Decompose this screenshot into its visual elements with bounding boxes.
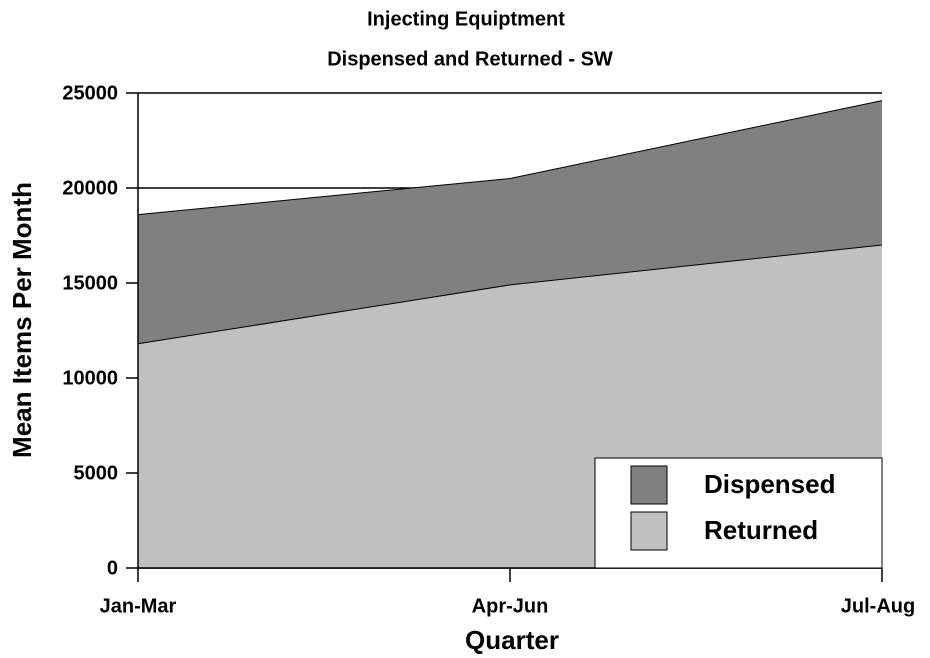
legend-label: Returned [704,515,818,545]
y-tick-label: 0 [107,557,118,579]
chart-subtitle: Dispensed and Returned - SW [327,48,613,70]
y-tick-label: 25000 [62,82,118,104]
y-tick-label: 10000 [62,367,118,389]
area-line [137,100,883,216]
y-tick-label: 20000 [62,177,118,199]
y-tick-label: 5000 [74,462,119,484]
chart-title: Injecting Equiptment [367,8,565,30]
x-axis-label: Quarter [465,625,559,655]
y-tick-label: 15000 [62,272,118,294]
x-tick-label: Jan-Mar [100,595,177,617]
y-axis-label: Mean Items Per Month [7,182,37,458]
legend-label: Dispensed [704,469,836,499]
legend-swatch [630,465,668,505]
area-line [137,244,883,345]
x-tick-label: Apr-Jun [472,595,549,617]
legend-swatch [630,511,668,551]
x-tick-label: Jul-Aug [841,595,915,617]
